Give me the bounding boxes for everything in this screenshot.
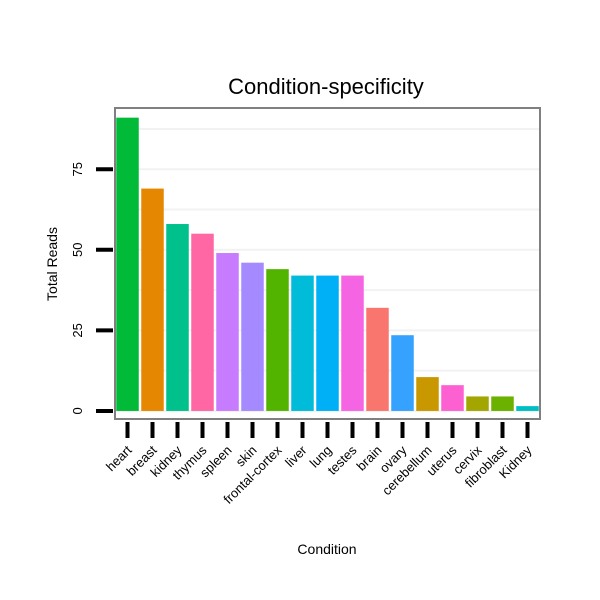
x-axis: heartbreastkidneythymusspleenskinfrontal… [103, 422, 535, 507]
y-tick-label: 50 [70, 243, 85, 257]
plot-panel [114, 107, 541, 420]
bar-skin-5 [241, 262, 264, 411]
bar-testes-9 [341, 275, 364, 411]
bar-kidney-16 [516, 406, 539, 411]
bars [116, 117, 539, 411]
bar-brain-10 [366, 307, 389, 411]
y-tick-label: 0 [70, 407, 85, 414]
bar-cervix-14 [466, 396, 489, 411]
x-tick-label: liver [282, 442, 310, 470]
bar-breast-1 [141, 188, 164, 411]
y-tick-label: 25 [70, 323, 85, 337]
y-tick-label: 75 [70, 162, 85, 176]
bar-thymus-3 [191, 233, 214, 411]
bar-fibroblast-15 [491, 396, 514, 411]
bar-heart-0 [116, 117, 139, 411]
bar-liver-7 [291, 275, 314, 411]
bar-uterus-13 [441, 385, 464, 411]
y-axis: 0 25 50 75 [70, 162, 113, 415]
bar-frontal-cortex-6 [266, 269, 289, 411]
bar-spleen-4 [216, 253, 239, 411]
chart-title: Condition-specificity [228, 74, 424, 99]
bar-kidney-2 [166, 224, 189, 411]
x-axis-title: Condition [297, 541, 356, 557]
y-axis-title: Total Reads [44, 227, 60, 301]
bar-lung-8 [316, 275, 339, 411]
bar-ovary-11 [391, 335, 414, 411]
bar-cerebellum-12 [416, 377, 439, 411]
x-tick-label: testes [324, 442, 359, 477]
